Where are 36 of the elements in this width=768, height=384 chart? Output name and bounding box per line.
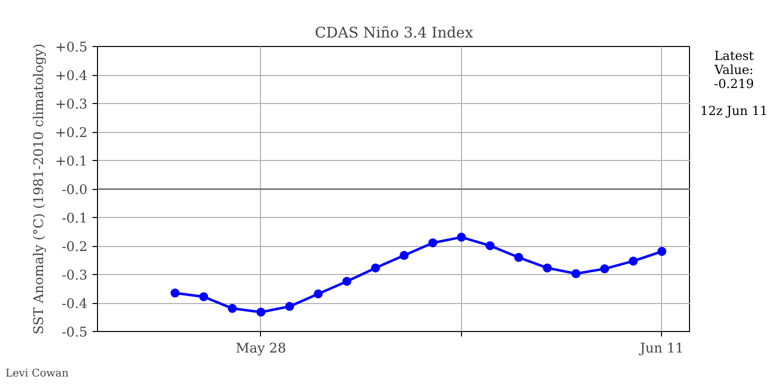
y-tick-label: -0.0 <box>62 183 88 198</box>
text: Latest Value: -0.219 <box>712 48 755 90</box>
x-tick-label: May 28 <box>236 342 286 356</box>
y-tick-label: +0.5 <box>55 40 88 56</box>
y-tick-label: -0.5 <box>62 326 88 340</box>
y-tick-label: +0.1 <box>55 154 88 170</box>
point <box>514 252 524 262</box>
x-tick-label: Jun 11 <box>638 342 684 356</box>
point <box>314 289 323 298</box>
y-axis-title: SST Anomaly (°C) (1981-2010 climatology) <box>32 44 48 334</box>
point <box>486 241 495 250</box>
point <box>256 308 266 317</box>
point <box>542 263 552 272</box>
point <box>342 276 352 286</box>
text: Levi Cowan <box>6 366 69 380</box>
point <box>170 288 180 298</box>
point <box>657 246 666 256</box>
chart-title: CDAS Niño 3.4 Index <box>314 24 474 42</box>
y-tick-label: -0.3 <box>62 268 88 284</box>
point <box>228 304 237 313</box>
y-tick-label: +0.2 <box>55 126 88 141</box>
point <box>199 292 208 302</box>
y-tick-label: -0.4 <box>62 297 88 312</box>
point <box>628 256 638 266</box>
y-tick-label: +0.3 <box>55 98 88 112</box>
point <box>571 269 580 278</box>
point <box>428 238 438 248</box>
y-tick-label: +0.4 <box>55 69 88 84</box>
point <box>600 264 610 274</box>
y-tick-label: -0.1 <box>62 212 88 226</box>
point <box>371 263 380 272</box>
text: 12z Jun 11 <box>700 103 768 118</box>
point <box>400 250 409 260</box>
point <box>285 302 294 311</box>
point <box>456 232 466 242</box>
y-tick-label: -0.2 <box>62 240 88 255</box>
